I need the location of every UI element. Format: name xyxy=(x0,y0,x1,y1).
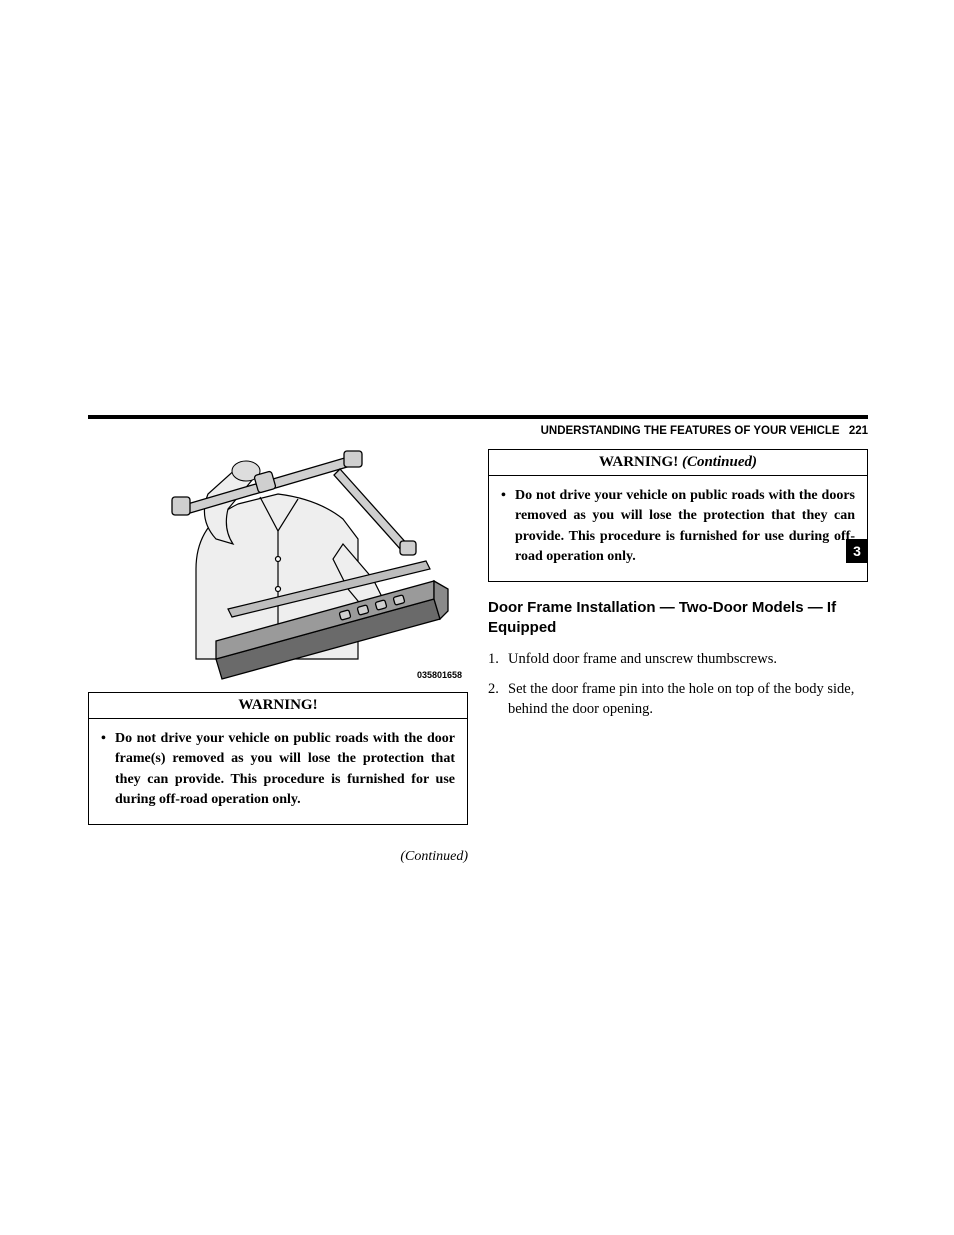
continued-footer: (Continued) xyxy=(88,849,468,865)
warning-body: Do not drive your vehicle on public road… xyxy=(89,719,467,824)
warning-title-row: WARNING! xyxy=(89,693,467,719)
section-tab: 3 xyxy=(846,539,868,563)
step-list: Unfold door frame and unscrew thumbscrew… xyxy=(488,649,868,720)
figure-code: 035801658 xyxy=(417,670,462,680)
page: UNDERSTANDING THE FEATURES OF YOUR VEHIC… xyxy=(88,415,868,865)
warning-bullet: Do not drive your vehicle on public road… xyxy=(101,729,455,810)
running-header: UNDERSTANDING THE FEATURES OF YOUR VEHIC… xyxy=(88,425,868,437)
warning-box-left: WARNING! Do not drive your vehicle on pu… xyxy=(88,692,468,825)
header-title: UNDERSTANDING THE FEATURES OF YOUR VEHIC… xyxy=(541,425,840,437)
section-heading: Door Frame Installation — Two-Door Model… xyxy=(488,598,868,639)
header-rule xyxy=(88,415,868,419)
door-frame-illustration xyxy=(88,449,468,684)
warning-bullet: Do not drive your vehicle on public road… xyxy=(501,486,855,567)
right-column: WARNING! (Continued) Do not drive your v… xyxy=(488,449,868,865)
warning-title-row: WARNING! (Continued) xyxy=(489,450,867,476)
step-item: Unfold door frame and unscrew thumbscrew… xyxy=(488,649,868,669)
warning-continued: (Continued) xyxy=(682,454,757,470)
left-column: 035801658 WARNING! Do not drive your veh… xyxy=(88,449,468,865)
warning-label: WARNING! xyxy=(599,454,678,470)
content-columns: 035801658 WARNING! Do not drive your veh… xyxy=(88,449,868,865)
page-number: 221 xyxy=(849,425,868,437)
warning-box-right: WARNING! (Continued) Do not drive your v… xyxy=(488,449,868,582)
step-item: Set the door frame pin into the hole on … xyxy=(488,679,868,720)
warning-body: Do not drive your vehicle on public road… xyxy=(489,476,867,581)
instruction-figure: 035801658 xyxy=(88,449,468,684)
warning-label: WARNING! xyxy=(238,697,317,713)
